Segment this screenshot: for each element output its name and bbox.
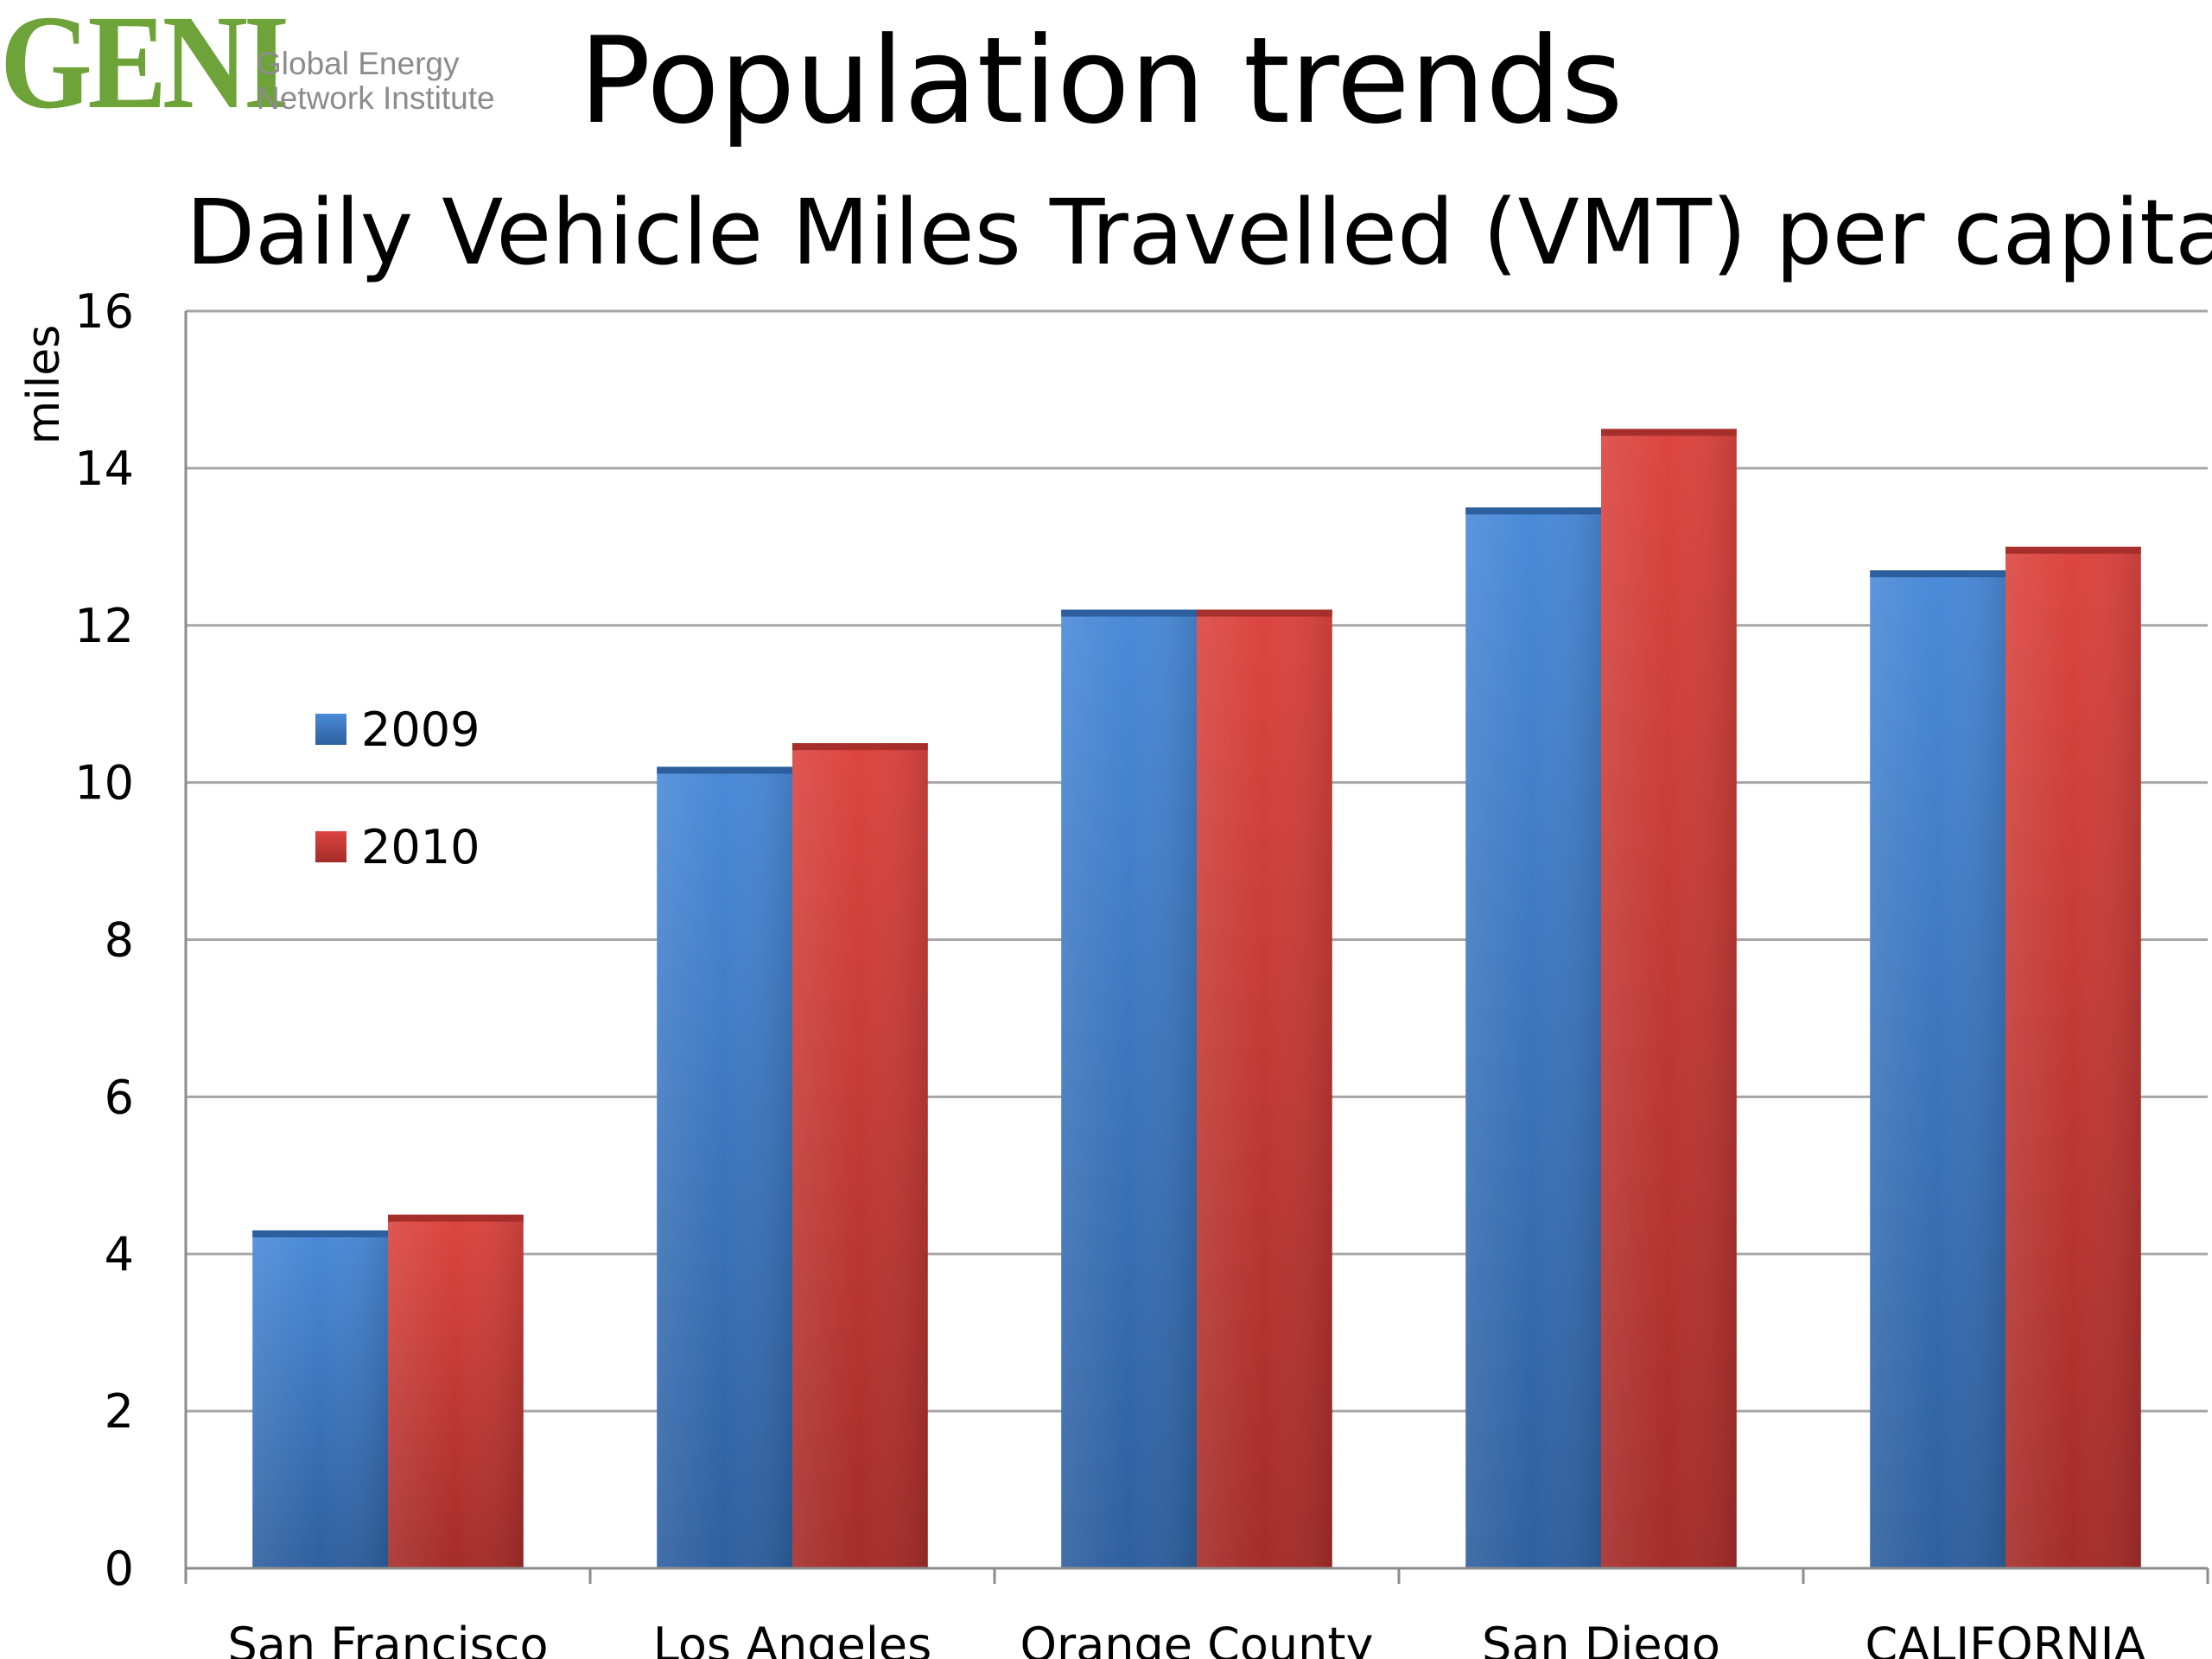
x-tick-label: San Francisco: [228, 1618, 549, 1659]
bar-shading: [388, 1214, 524, 1568]
legend-swatch-2010: [315, 831, 346, 862]
legend-label-2009: 2009: [361, 702, 480, 757]
y-tick-label: 4: [105, 1227, 134, 1281]
y-axis-label: miles: [18, 325, 70, 445]
x-tick-label: San Diego: [1482, 1618, 1720, 1659]
logo-line-2: Network Institute: [257, 80, 495, 116]
bar-top-edge: [792, 743, 928, 751]
x-tick-label: Orange County: [1020, 1618, 1373, 1659]
y-tick-label: 10: [74, 756, 134, 810]
y-tick-label: 6: [105, 1070, 134, 1124]
x-tick-label: Los Angeles: [653, 1618, 932, 1659]
bar-top-edge: [1197, 609, 1332, 617]
bar-shading: [1465, 507, 1601, 1568]
y-tick-label: 2: [105, 1384, 134, 1439]
chart-title: Daily Vehicle Miles Travelled (VMT) per …: [186, 180, 2212, 285]
page-title: Population trends: [579, 11, 1624, 150]
legend: 2009 2010: [315, 702, 480, 874]
bar-shading: [1601, 429, 1737, 1568]
bar-shading: [1061, 609, 1197, 1568]
bar-shading: [1197, 609, 1332, 1568]
y-tick-label: 16: [74, 284, 134, 339]
bar-top-edge: [1870, 570, 2005, 578]
logo-text: Global Energy Network Institute: [257, 47, 495, 116]
bar-top-edge: [1601, 429, 1737, 436]
bar-top-edge: [1061, 609, 1197, 617]
legend-swatch-2009: [315, 714, 346, 745]
bars: [252, 429, 2141, 1568]
bar-shading: [252, 1230, 388, 1568]
bar-shading: [792, 743, 928, 1568]
bar-shading: [657, 766, 792, 1568]
legend-label-2010: 2010: [361, 820, 480, 874]
y-tick-label: 12: [74, 599, 134, 653]
slide-header: GENI Global Energy Network Institute Pop…: [0, 0, 2212, 173]
axes: 0 2 4 6 8 10 12 14 16 San Francisco Los Angeles Ora…: [74, 284, 2209, 1659]
bar-top-edge: [388, 1214, 524, 1222]
y-tick-label: 0: [105, 1541, 134, 1596]
y-tick-label: 8: [105, 913, 134, 968]
y-tick-label: 14: [74, 442, 134, 496]
logo-line-1: Global Energy: [257, 46, 460, 81]
bar-shading: [1870, 570, 2005, 1568]
geni-logo: GENI Global Energy Network Institute: [0, 0, 518, 130]
x-tick-label: CALIFORNIA: [1865, 1618, 2145, 1659]
logo-mark: GENI: [0, 0, 289, 137]
bar-top-edge: [657, 766, 792, 774]
bar-top-edge: [1465, 507, 1601, 515]
bar-top-edge: [252, 1230, 388, 1237]
bar-top-edge: [2005, 546, 2141, 554]
bar-shading: [2005, 546, 2141, 1568]
